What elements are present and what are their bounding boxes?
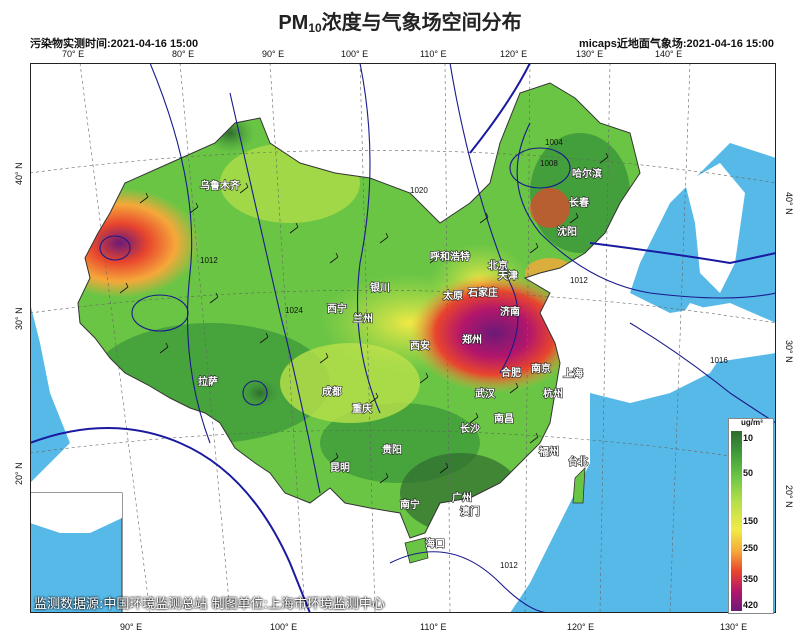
city-label: 昆明 bbox=[330, 462, 350, 474]
legend-label: 150 bbox=[743, 516, 759, 526]
isobar-label: 1020 bbox=[410, 186, 428, 195]
isobar-label: 1012 bbox=[200, 256, 218, 265]
title-subscript: 10 bbox=[308, 21, 322, 35]
city-label: 澳门 bbox=[460, 505, 480, 518]
city-label: 成都 bbox=[322, 385, 342, 398]
city-label: 上海 bbox=[563, 367, 583, 380]
isobar-labels: 1004 1008 1012 1016 1020 1024 1012 1012 bbox=[200, 138, 728, 570]
legend-label: 350 bbox=[743, 574, 759, 584]
city-label: 石家庄 bbox=[467, 286, 498, 299]
lon-tick-bottom: 100° E bbox=[270, 622, 297, 632]
japan-hokkaido-land bbox=[685, 163, 745, 293]
legend-unit: ug/m³ bbox=[741, 418, 763, 427]
isobar-label: 1016 bbox=[710, 356, 728, 365]
lat-tick-left: 20° N bbox=[14, 462, 24, 485]
city-label: 广州 bbox=[452, 491, 472, 504]
city-label: 银川 bbox=[370, 281, 390, 294]
city-label: 南京 bbox=[531, 362, 551, 375]
city-label: 济南 bbox=[500, 305, 520, 318]
inset-land bbox=[30, 493, 122, 533]
city-label: 天津 bbox=[498, 269, 518, 282]
concentration-legend: ug/m³ 10 50 150 250 350 420 bbox=[728, 418, 774, 614]
city-label: 武汉 bbox=[475, 387, 496, 400]
city-label: 台北 bbox=[568, 455, 588, 468]
lon-tick-top: 80° E bbox=[172, 49, 194, 59]
korea-japan-land bbox=[590, 303, 730, 403]
isobar-label: 1012 bbox=[500, 561, 518, 570]
city-label: 沈阳 bbox=[557, 225, 577, 238]
legend-label: 10 bbox=[743, 433, 754, 443]
lon-tick-top: 140° E bbox=[655, 49, 682, 59]
city-label: 合肥 bbox=[500, 366, 521, 379]
isobar-lines bbox=[99, 63, 776, 613]
legend-label: 50 bbox=[743, 468, 754, 478]
lon-tick-bottom: 120° E bbox=[567, 622, 594, 632]
map-title: PM10浓度与气象场空间分布 bbox=[0, 6, 800, 35]
city-label: 南昌 bbox=[494, 412, 514, 425]
legend-color-bar bbox=[731, 431, 742, 611]
city-label: 兰州 bbox=[353, 312, 373, 325]
legend-label: 420 bbox=[743, 600, 759, 610]
lat-tick-left: 40° N bbox=[14, 162, 24, 185]
isobar-label: 1024 bbox=[285, 306, 303, 315]
lon-tick-top: 100° E bbox=[341, 49, 368, 59]
city-label: 长春 bbox=[569, 196, 589, 209]
lon-tick-top: 70° E bbox=[62, 49, 84, 59]
city-label: 北京 bbox=[488, 259, 508, 272]
lat-tick-right: 20° N bbox=[784, 485, 794, 508]
pollutant-time-label: 污染物实测时间:2021-04-16 15:00 bbox=[30, 38, 199, 50]
lon-tick-top: 130° E bbox=[576, 49, 603, 59]
lon-tick-bottom: 130° E bbox=[720, 622, 747, 632]
lat-tick-right: 30° N bbox=[784, 340, 794, 363]
graticule bbox=[30, 63, 776, 613]
outer-ticks: 70° E 80° E 90° E 100° E 110° E 120° E 1… bbox=[14, 49, 794, 632]
data-source-credit: 监测数据源:中国环境监测总站 制图单位:上海市环境监测中心 bbox=[34, 597, 385, 612]
lon-tick-bottom: 90° E bbox=[120, 622, 142, 632]
isobar-label: 1012 bbox=[570, 276, 588, 285]
taiwan-island bbox=[572, 466, 586, 504]
city-label: 太原 bbox=[442, 289, 463, 302]
city-label: 西安 bbox=[410, 339, 430, 352]
map-frame bbox=[30, 63, 776, 613]
city-labels: 乌鲁木齐 哈尔滨 长春 沈阳 呼和浩特 北京 天津 银川 太原 石家庄 济南 西… bbox=[197, 166, 602, 550]
weather-time-label: micaps近地面气象场:2021-04-16 15:00 bbox=[578, 38, 774, 50]
city-label: 西宁 bbox=[327, 302, 347, 315]
city-label: 哈尔滨 bbox=[572, 167, 602, 180]
legend-label: 250 bbox=[743, 543, 759, 553]
city-label: 呼和浩特 bbox=[430, 250, 470, 263]
city-label: 乌鲁木齐 bbox=[200, 179, 241, 192]
lat-tick-left: 30° N bbox=[14, 307, 24, 330]
title-rest: 浓度与气象场空间分布 bbox=[321, 12, 522, 34]
city-label: 杭州 bbox=[543, 387, 563, 400]
pm10-map: 1004 1008 1012 1016 1020 1024 1012 1012 … bbox=[30, 63, 776, 613]
lon-tick-top: 90° E bbox=[262, 49, 284, 59]
city-label: 长沙 bbox=[460, 422, 480, 435]
city-label: 福州 bbox=[538, 445, 559, 458]
city-label: 郑州 bbox=[462, 333, 482, 346]
city-label: 海口 bbox=[425, 537, 445, 550]
city-label: 贵阳 bbox=[382, 443, 402, 456]
lon-tick-bottom: 110° E bbox=[420, 622, 446, 632]
isobar-lines-bold bbox=[30, 63, 776, 613]
hainan-island bbox=[404, 537, 429, 564]
lon-tick-top: 120° E bbox=[500, 49, 527, 59]
city-label: 南宁 bbox=[400, 498, 420, 511]
title-main: PM bbox=[278, 12, 309, 34]
wind-barbs bbox=[119, 152, 609, 484]
lon-tick-top: 110° E bbox=[420, 49, 446, 59]
city-label: 重庆 bbox=[352, 402, 372, 415]
isobar-label: 1004 bbox=[545, 138, 563, 147]
city-label: 拉萨 bbox=[198, 375, 218, 388]
lat-tick-right: 40° N bbox=[784, 192, 794, 215]
isobar-label: 1008 bbox=[540, 159, 558, 168]
